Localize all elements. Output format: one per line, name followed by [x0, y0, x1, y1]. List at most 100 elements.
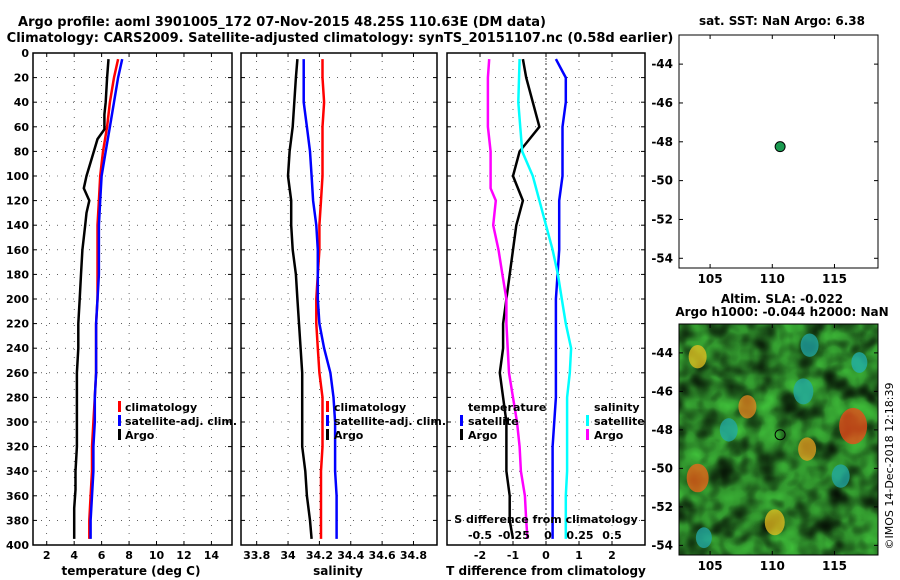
y-tick-label: -48	[651, 423, 673, 437]
sst-map-panel: sat. SST: NaN Argo: 6.38 105 110 115 -44 -46…	[651, 14, 879, 286]
sla-map-title-2: Argo h1000: -0.044 h2000: NaN	[675, 305, 888, 319]
x-tick-label: 8	[125, 549, 133, 562]
y-tick-label: 60	[14, 121, 30, 134]
x-tick-label: 115	[822, 559, 847, 573]
y-tick-label: -54	[651, 251, 673, 265]
legend-label-t-argo: Argo	[468, 429, 498, 442]
sla-blob	[800, 333, 819, 357]
x-tick-label: 105	[698, 272, 723, 286]
x-tick-label: 110	[760, 559, 785, 573]
y-tick-label: 360	[6, 490, 29, 503]
y-tick-label: 240	[6, 342, 29, 355]
y-tick-label: 400	[6, 539, 29, 552]
y-tick-label: 140	[6, 219, 29, 232]
t-difference-xlabel: T difference from climatology	[446, 564, 646, 578]
legend-swatch-s-argo	[586, 429, 589, 440]
legend-swatch-climatology	[326, 401, 329, 412]
legend-label-satellite-adj: satellite-adj. clim.	[125, 415, 237, 428]
y-tick-label: 160	[6, 244, 29, 257]
legend-title-temperature: temperature	[468, 401, 546, 414]
sla-blob	[719, 418, 738, 442]
s-tick: -0.5	[468, 529, 492, 542]
sla-blob	[839, 407, 868, 445]
sla-blob	[793, 378, 814, 405]
difference-legend: temperature salinity satellite Argo sate…	[460, 401, 645, 442]
x-tick-label: -2	[474, 549, 486, 562]
legend-label-argo: Argo	[334, 429, 364, 442]
y-tick-label: 260	[6, 367, 29, 380]
y-tick-label: -52	[651, 500, 673, 514]
s-tick: 0.5	[602, 529, 622, 542]
legend-label-argo: Argo	[125, 429, 155, 442]
temperature-panel: 0 20 40 60 80 100 120 140 160 180 200 220 240 260 280 3…	[6, 47, 237, 578]
s-difference-ticks: -0.5 -0.25 0 0.25 0.5	[468, 529, 622, 542]
sla-blob	[695, 527, 712, 549]
sla-blob	[831, 464, 850, 488]
argo-location-marker	[774, 141, 786, 153]
x-tick-label: 34.8	[400, 549, 427, 562]
x-tick-label: 4	[70, 549, 78, 562]
sla-blob	[688, 345, 707, 369]
sst-map-title: sat. SST: NaN Argo: 6.38	[699, 14, 865, 28]
legend-swatch-argo	[326, 429, 329, 440]
difference-panel: -2 -1 0 1 2 temperature salinity satellite A…	[446, 52, 646, 578]
x-tick-label: 34.6	[369, 549, 396, 562]
series-line-argo	[286, 58, 313, 540]
temperature-xlabel: temperature (deg C)	[62, 564, 201, 578]
temperature-axes: 0 20 40 60 80 100 120 140 160 180 200 220 240 260 280 3…	[6, 47, 233, 562]
y-tick-label: 180	[6, 268, 29, 281]
legend-swatch-satellite-adj	[118, 415, 121, 426]
y-tick-label: 20	[14, 72, 30, 85]
series-line-s-satellite	[517, 59, 573, 539]
sst-map-axes: 105 110 115 -44 -46 -48 -50 -52 -54	[651, 34, 879, 286]
y-tick-label: 200	[6, 293, 29, 306]
legend-swatch-s-satellite	[586, 415, 589, 426]
s-difference-label: S difference from climatology	[454, 513, 638, 526]
y-tick-label: -48	[651, 135, 673, 149]
x-tick-label: 1	[575, 549, 583, 562]
legend-swatch-t-argo	[460, 429, 463, 440]
x-tick-label: 34.2	[306, 549, 333, 562]
s-tick: -0.25	[498, 529, 530, 542]
legend-swatch-satellite-adj	[326, 415, 329, 426]
y-tick-label: -44	[651, 57, 673, 71]
y-tick-label: 220	[6, 318, 29, 331]
x-tick-label: 34	[280, 549, 296, 562]
y-tick-label: -46	[651, 96, 673, 110]
x-tick-label: -1	[507, 549, 519, 562]
difference-lines	[486, 53, 573, 545]
legend-label-climatology: climatology	[125, 401, 197, 414]
x-tick-label: 2	[43, 549, 51, 562]
y-tick-label: -54	[651, 538, 673, 552]
legend-label-t-satellite: satellite	[468, 415, 519, 428]
y-tick-label: -52	[651, 212, 673, 226]
argo-location-marker	[774, 429, 786, 441]
sla-blob	[686, 463, 709, 493]
y-tick-label: -50	[651, 461, 673, 475]
legend-label-climatology: climatology	[334, 401, 406, 414]
title-line-2: Climatology: CARS2009. Satellite-adjuste…	[7, 31, 674, 46]
x-tick-label: 14	[204, 549, 220, 562]
series-line-satellite-adj-clim-	[89, 58, 124, 539]
x-tick-label: 33.8	[243, 549, 270, 562]
legend-swatch-t-satellite	[460, 415, 463, 426]
series-line-t-argo	[498, 58, 541, 540]
axes-frame	[32, 52, 233, 546]
sla-blob	[798, 437, 817, 461]
legend-label-s-argo: Argo	[594, 429, 624, 442]
y-tick-label: 380	[6, 514, 29, 527]
series-line-s-argo	[486, 59, 529, 539]
salinity-lines	[286, 58, 338, 540]
legend-swatch-climatology	[118, 401, 121, 412]
y-tick-label: 100	[6, 170, 29, 183]
y-tick-label: 120	[6, 195, 29, 208]
series-line-argo	[72, 59, 110, 539]
y-tick-label: 80	[14, 145, 30, 158]
sla-map-title-1: Altim. SLA: -0.022	[721, 292, 843, 306]
y-tick-label: 300	[6, 416, 29, 429]
salinity-legend: climatology satellite-adj. clim. Argo	[326, 401, 446, 442]
legend-label-s-satellite: satellite	[594, 415, 645, 428]
x-tick-label: 34.4	[337, 549, 364, 562]
x-tick-label: 12	[176, 549, 191, 562]
sla-map-axes: 105 110 115 -44 -46 -48 -50 -52 -54	[651, 323, 879, 573]
